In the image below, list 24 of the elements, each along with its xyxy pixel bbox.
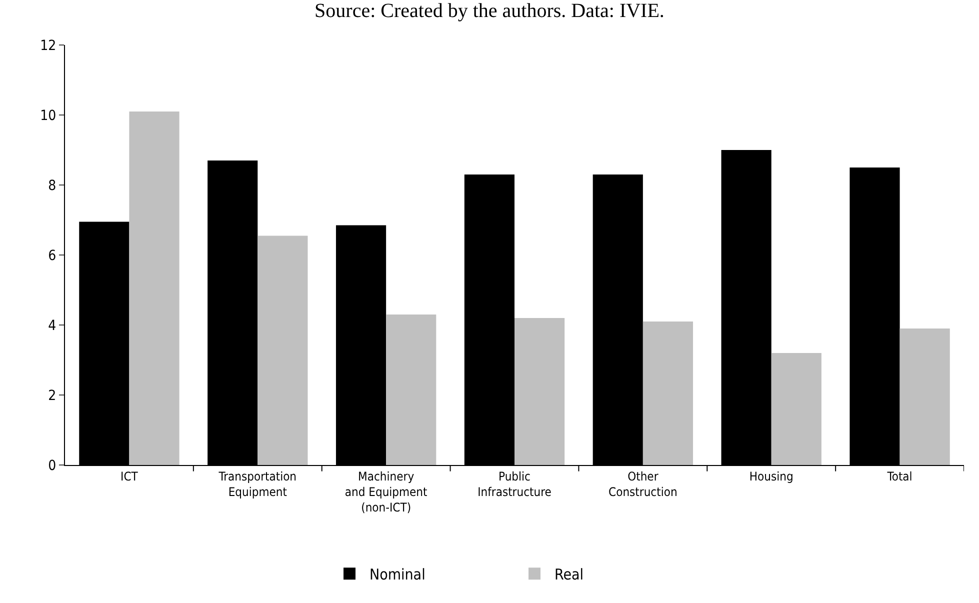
bar — [771, 353, 822, 465]
y-tick-label: 0 — [48, 458, 56, 474]
bar — [129, 112, 180, 465]
x-tick-label: Machinery and Equipment (non-ICT) — [344, 469, 428, 515]
legend-label: Real — [554, 566, 584, 584]
y-tick-label: 6 — [48, 248, 56, 264]
bar — [258, 236, 308, 465]
x-tick-label: Transportation Equipment — [218, 469, 297, 499]
y-tick-label: 12 — [40, 38, 56, 54]
y-tick-label: 8 — [48, 178, 56, 194]
y-tick-label: 4 — [48, 318, 56, 334]
legend-label: Nominal — [370, 566, 426, 584]
x-tick-label: Other Construction — [608, 469, 678, 499]
x-tick-label: Housing — [749, 469, 794, 484]
x-tick-label: Public Infrastructure — [478, 469, 552, 499]
y-tick-label: 2 — [48, 388, 56, 404]
chart-title: Source: Created by the authors. Data: IVIE. — [314, 0, 664, 22]
bar — [386, 314, 436, 465]
y-tick-label: 10 — [40, 108, 56, 124]
bar — [642, 322, 694, 465]
x-tick-label: ICT — [120, 469, 138, 484]
bar — [514, 318, 565, 465]
x-tick-label: Total — [886, 469, 912, 484]
bar — [900, 328, 950, 465]
